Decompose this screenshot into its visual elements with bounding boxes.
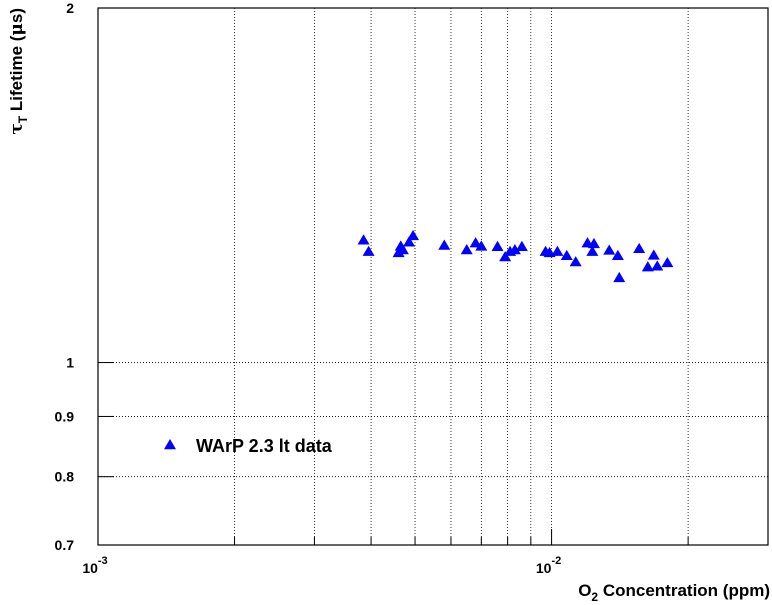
data-points [357, 229, 674, 283]
data-point [396, 244, 409, 255]
y-tick-label: 0.9 [55, 408, 75, 424]
data-point [460, 244, 473, 255]
axis-ticks [97, 7, 769, 546]
data-point [438, 239, 451, 250]
data-point [475, 240, 488, 251]
y-tick-label: 2 [66, 0, 74, 16]
data-point [362, 245, 375, 256]
legend-label: WArP 2.3 lt data [196, 436, 333, 456]
data-point [551, 245, 564, 256]
y-axis-title: τT Lifetime (μs) [7, 8, 30, 135]
y-tick-labels: 0.7 0.8 0.9 1 2 [55, 0, 75, 553]
data-point [569, 256, 582, 267]
x-tick-labels: 10-3 10-2 [82, 555, 561, 576]
data-point [586, 245, 599, 256]
legend-marker [164, 439, 176, 450]
data-point [407, 229, 420, 241]
data-point [403, 236, 416, 247]
x-tick-label: 10-2 [536, 555, 561, 576]
data-point [611, 249, 624, 261]
x-tick-label: 10-3 [82, 555, 107, 576]
data-point [651, 260, 664, 271]
data-point [508, 244, 521, 255]
data-point [587, 237, 600, 249]
data-point [560, 249, 573, 261]
data-point [357, 234, 370, 245]
data-point [603, 244, 616, 255]
data-point [491, 240, 504, 251]
legend: WArP 2.3 lt data [164, 436, 333, 456]
y-tick-label: 0.8 [55, 469, 75, 485]
data-point [613, 271, 626, 283]
plot-frame [97, 7, 769, 546]
data-point [647, 249, 660, 260]
data-point [661, 256, 674, 268]
grid-lines [98, 8, 769, 545]
x-axis-title: O2 Concentration (ppm) [578, 581, 770, 604]
data-point [633, 242, 646, 254]
y-tick-label: 0.7 [55, 537, 75, 553]
data-point [515, 240, 528, 251]
y-tick-label: 1 [66, 355, 74, 371]
data-point [469, 237, 482, 248]
data-point [641, 261, 654, 272]
data-point [499, 251, 512, 262]
